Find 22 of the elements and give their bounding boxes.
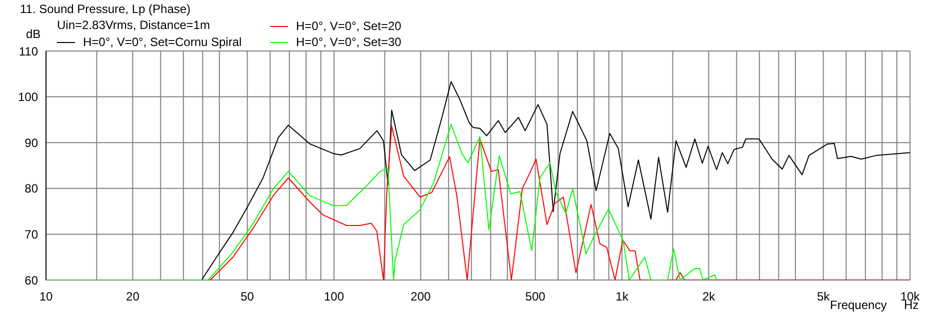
y-tick-label: 110 (18, 44, 38, 58)
legend-label: H=0°, V=0°, Set=Cornu Spiral (83, 35, 242, 49)
x-axis-title: Frequency (830, 298, 887, 312)
x-tick-label: 50 (240, 290, 254, 304)
x-tick-label: 20 (126, 290, 140, 304)
legend-label: H=0°, V=0°, Set=20 (296, 19, 402, 33)
x-tick-label: 200 (410, 290, 432, 304)
x-tick-label: 1k (616, 290, 630, 304)
chart-title: 11. Sound Pressure, Lp (Phase) (20, 2, 191, 16)
x-tick-label: 500 (525, 290, 546, 304)
x-tick-label: 100 (324, 290, 344, 304)
y-tick-label: 90 (24, 136, 38, 150)
y-tick-label: 60 (24, 273, 38, 288)
legend-label: H=0°, V=0°, Set=30 (296, 35, 402, 49)
y-tick-label: 100 (18, 90, 38, 104)
x-tick-label: 10 (39, 290, 53, 304)
y-axis-title: dB (26, 27, 41, 41)
x-tick-label: 2k (702, 290, 716, 304)
x-tick-label: 5k (816, 290, 831, 304)
chart-subtitle: Uin=2.83Vrms, Distance=1m (57, 18, 211, 34)
y-tick-label: 80 (24, 182, 38, 196)
y-tick-label: 70 (24, 227, 38, 242)
